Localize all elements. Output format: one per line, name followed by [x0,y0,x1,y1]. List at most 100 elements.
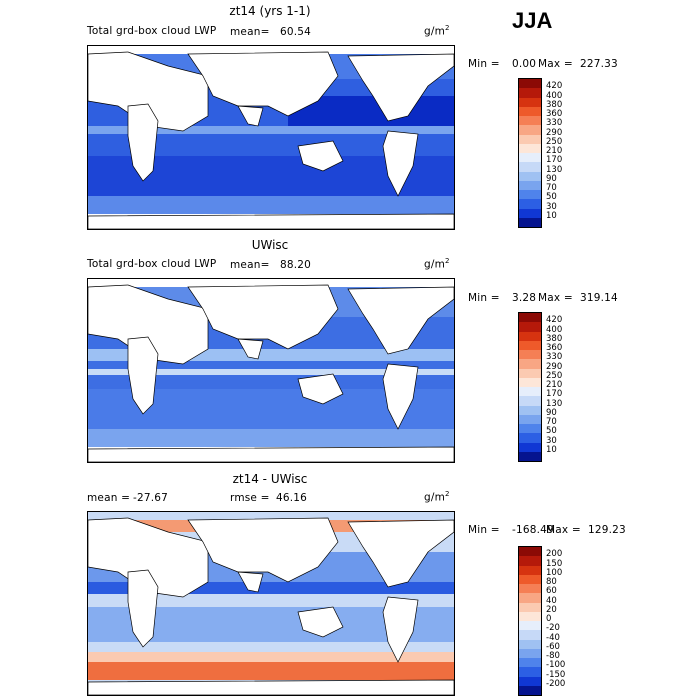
colorbar-segment [519,79,541,89]
colorbar-segment [519,171,541,181]
colorbar-segment [519,153,541,163]
panel-1-title: zt14 (yrs 1-1) [229,4,311,18]
colorbar-tick-label: 90 [546,173,557,184]
colorbar-segment [519,143,541,153]
panel-3-map-svg [88,512,454,695]
colorbar-segment [519,217,541,227]
colorbar-tick-label: 10 [546,210,557,221]
panel-1-mean-label: mean= [230,26,270,38]
colorbar-segment [519,433,541,443]
colorbar-tick-label: -20 [546,623,560,634]
panel-3-max-value: 129.23 [588,524,626,536]
colorbar-segment [519,396,541,406]
colorbar-tick-label: 420 [546,315,563,326]
panel-3-max-label: Max = [546,524,581,536]
panel-3-rmse-value: 46.16 [276,492,308,504]
panel-1-field-label: Total grd-box cloud LWP [87,25,217,37]
colorbar-segment [519,658,541,668]
colorbar-segment [519,565,541,575]
panel-3-min-label: Min = [468,524,500,536]
panel-2-colorbar [518,312,542,462]
colorbar-tick-label: -60 [546,641,560,652]
colorbar-tick-label: 20 [546,604,557,615]
colorbar-tick-label: -100 [546,660,566,671]
colorbar-segment [519,313,541,323]
colorbar-segment [519,134,541,144]
colorbar-segment [519,574,541,584]
colorbar-segment [519,97,541,107]
colorbar-segment [519,180,541,190]
panel-3-units: g/m2 [424,490,450,504]
colorbar-segment [519,162,541,172]
colorbar-tick-label: 100 [546,567,563,578]
colorbar-segment [519,602,541,612]
colorbar-segment [519,88,541,98]
colorbar-segment [519,621,541,631]
colorbar-tick-label: 130 [546,398,563,409]
panel-2-title: UWisc [251,238,289,252]
panel-2-map-svg [88,284,454,462]
colorbar-tick-label: 400 [546,90,563,101]
colorbar-tick-label: 90 [546,407,557,418]
colorbar-segment [519,414,541,424]
colorbar-tick-label: 0 [546,614,552,624]
colorbar-segment [519,116,541,126]
colorbar-tick-label: 170 [546,389,563,400]
colorbar-tick-label: 40 [546,595,557,606]
colorbar-tick-label: 10 [546,444,557,455]
panel-3-title: zt14 - UWisc [232,472,308,486]
colorbar-tick-label: 70 [546,183,557,193]
colorbar-tick-label: 170 [546,155,563,166]
colorbar-segment [519,340,541,350]
colorbar-segment [519,667,541,677]
colorbar-tick-label: 210 [546,380,563,390]
colorbar-tick-label: 30 [546,201,557,212]
colorbar-segment [519,208,541,218]
colorbar-tick-label: 80 [546,577,557,587]
panel-2-units: g/m2 [424,257,450,271]
colorbar-tick-label: 30 [546,435,557,446]
colorbar-segment [519,368,541,378]
colorbar-segment [519,630,541,640]
colorbar-segment [519,350,541,360]
colorbar-segment [519,377,541,387]
colorbar-segment [519,676,541,686]
colorbar-tick-label: 290 [546,127,563,138]
colorbar-segment [519,611,541,621]
panel-1-map-svg [88,51,454,229]
panel-3-mean-value: -27.67 [133,492,169,504]
colorbar-segment [519,442,541,452]
colorbar-tick-label: 330 [546,118,563,129]
colorbar-tick-label: 360 [546,343,563,353]
colorbar-segment [519,685,541,695]
panel-1-min-label: Min = [468,58,500,70]
colorbar-segment [519,405,541,415]
colorbar-segment [519,125,541,135]
colorbar-tick-label: 360 [546,109,563,119]
season-label: JJA [512,8,553,33]
colorbar-tick-label: 420 [546,81,563,92]
colorbar-segment [519,322,541,332]
panel-3-min-value: -168.49 [512,524,554,536]
panel-2-max-value: 319.14 [580,292,618,304]
panel-1-colorbar [518,78,542,228]
colorbar-segment [519,547,541,557]
colorbar-tick-label: 250 [546,136,563,147]
colorbar-tick-label: 130 [546,164,563,175]
colorbar-segment [519,331,541,341]
colorbar-tick-label: -200 [546,678,566,689]
colorbar-tick-label: 330 [546,352,563,363]
colorbar-tick-label: -40 [546,632,560,643]
colorbar-tick-label: 250 [546,370,563,381]
colorbar-tick-label: 380 [546,99,563,110]
colorbar-tick-label: 380 [546,333,563,344]
colorbar-tick-label: 290 [546,361,563,372]
colorbar-segment [519,593,541,603]
colorbar-tick-label: 50 [546,426,557,437]
colorbar-segment [519,556,541,566]
panel-3-mean-label: mean = [87,492,131,504]
panel-2-min-label: Min = [468,292,500,304]
colorbar-segment [519,387,541,397]
colorbar-tick-label: 400 [546,324,563,335]
colorbar-segment [519,359,541,369]
